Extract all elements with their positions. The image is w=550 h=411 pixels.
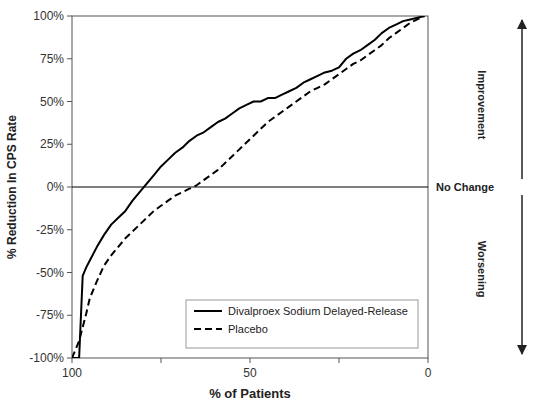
x-axis-label: % of Patients	[209, 386, 291, 401]
y-tick	[67, 315, 72, 316]
legend-box	[186, 300, 418, 348]
y-tick-label: 25%	[40, 137, 64, 151]
x-tick-label: 0	[425, 366, 432, 380]
y-tick	[67, 272, 72, 273]
x-tick-label: 50	[243, 366, 257, 380]
y-tick	[67, 101, 72, 102]
chart: 100 50 0 -100% -75% -50% -25% 0% 25% 50% 75% 100% % …	[0, 0, 550, 411]
plot-area	[72, 16, 428, 358]
x-tick	[428, 358, 429, 363]
reference-line	[72, 186, 428, 187]
y-tick-label: 75%	[40, 52, 64, 66]
x-tick	[250, 358, 251, 363]
y-tick-label: -50%	[36, 266, 64, 280]
x-tick	[339, 358, 340, 363]
y-tick	[67, 16, 72, 17]
background	[0, 0, 550, 411]
x-tick	[72, 358, 73, 363]
series-line	[72, 16, 424, 358]
legend-swatch	[194, 310, 222, 312]
y-tick-label: -75%	[36, 308, 64, 322]
plot-frame	[72, 16, 428, 358]
series-line	[72, 16, 424, 358]
x-tick	[161, 358, 162, 363]
annotation: No Change	[436, 181, 494, 193]
legend-label: Placebo	[228, 323, 268, 335]
y-tick-label: 100%	[33, 9, 64, 23]
legend: Divalproex Sodium Delayed-Release Placebo	[186, 300, 418, 348]
arrow	[521, 195, 523, 354]
y-axis-label: % Reduction In CPS Rate	[5, 115, 19, 259]
y-tick	[67, 358, 72, 359]
y-tick	[67, 229, 72, 230]
annotation: Improvement	[476, 70, 488, 139]
y-tick	[67, 58, 72, 59]
arrow	[521, 20, 523, 179]
y-tick-label: -25%	[36, 223, 64, 237]
y-tick-label: 50%	[40, 95, 64, 109]
legend-swatch	[194, 328, 222, 330]
y-tick-label: 0%	[47, 180, 65, 194]
y-tick	[67, 144, 72, 145]
legend-label: Divalproex Sodium Delayed-Release	[228, 305, 408, 317]
y-tick	[67, 187, 72, 188]
x-tick-label: 100	[62, 366, 82, 380]
y-tick-label: -100%	[29, 351, 64, 365]
annotation: Worsening	[476, 241, 488, 298]
